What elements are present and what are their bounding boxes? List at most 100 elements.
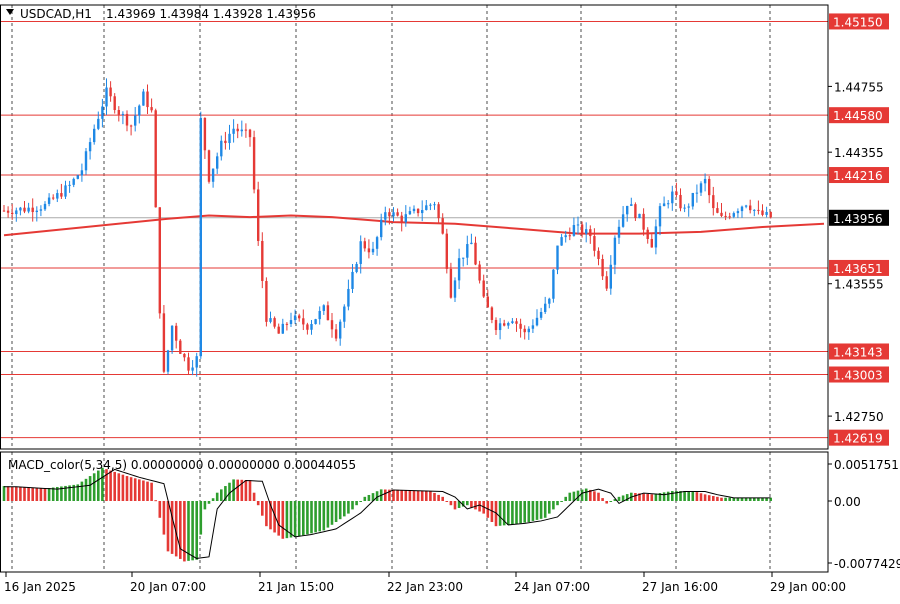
candle-body	[453, 280, 457, 298]
candle-body	[265, 280, 268, 322]
macd-bar	[166, 501, 170, 552]
macd-bar	[535, 501, 539, 520]
candle-body	[388, 212, 391, 217]
macd-bar	[187, 501, 190, 561]
candle-body	[576, 224, 580, 226]
macd-bar	[158, 501, 162, 518]
candle-body	[129, 125, 133, 127]
macd-bar	[679, 491, 682, 501]
macd-bar	[371, 493, 375, 501]
macd-bar	[228, 482, 231, 501]
candle-body	[712, 195, 715, 209]
level-tag-label: 1.43143	[833, 345, 883, 359]
candle-body	[740, 206, 744, 212]
macd-bar	[740, 497, 744, 501]
candle-body	[732, 213, 735, 217]
candle-body	[68, 184, 71, 186]
macd-bar	[363, 496, 367, 501]
candle-body	[392, 212, 395, 217]
chart-header: USDCAD,H1 1.43969 1.43984 1.43928 1.4395…	[6, 7, 356, 472]
macd-bar	[101, 467, 104, 501]
candle-body	[708, 178, 711, 196]
macd-bar	[761, 497, 764, 501]
candle-body	[183, 353, 186, 358]
macd-bar	[88, 476, 92, 501]
macd-bar	[92, 473, 96, 501]
candle-body	[228, 133, 231, 144]
macd-bar	[580, 489, 584, 501]
candle-body	[478, 264, 481, 281]
candle-body	[207, 150, 211, 182]
candle-body	[257, 189, 260, 241]
macd-bar	[552, 501, 555, 510]
candle-body	[56, 193, 59, 199]
macd-bar	[97, 470, 100, 501]
macd-bar	[273, 501, 276, 533]
macd-bar	[109, 470, 112, 501]
candle-body	[162, 313, 166, 372]
macd-bar	[593, 491, 596, 501]
candle-body	[166, 350, 170, 372]
candle-body	[11, 212, 14, 215]
candle-body	[494, 319, 498, 331]
candle-body	[761, 210, 764, 215]
candle-body	[6, 210, 10, 213]
time-tick-label: 22 Jan 23:00	[387, 580, 463, 594]
macd-bar	[736, 497, 740, 501]
macd-bar	[179, 501, 182, 559]
candle-body	[35, 210, 38, 213]
macd-signal-line	[4, 468, 771, 559]
macd-histogram	[2, 467, 772, 562]
macd-bar	[724, 497, 727, 501]
macd-bar	[548, 501, 551, 514]
macd-bar	[543, 501, 547, 518]
macd-bar	[511, 501, 514, 525]
macd-bar	[568, 492, 572, 501]
macd-bar	[617, 496, 621, 501]
candle-body	[744, 205, 748, 207]
macd-bar	[769, 497, 772, 501]
candle-body	[425, 205, 428, 211]
macd-bar	[576, 490, 580, 501]
macd-bar	[699, 493, 703, 501]
macd-bar	[174, 501, 178, 557]
macd-bar	[683, 491, 686, 501]
candle-body	[293, 315, 297, 321]
macd-bar	[80, 481, 84, 501]
candle-body	[216, 156, 219, 169]
candle-body	[552, 269, 555, 299]
candle-body	[630, 204, 633, 206]
candle-body	[605, 276, 608, 289]
macd-bar	[355, 501, 358, 506]
candle-body	[572, 225, 576, 236]
dropdown-triangle-icon[interactable]	[6, 9, 14, 15]
level-tag	[829, 13, 889, 30]
macd-bar	[597, 492, 600, 501]
macd-bar	[256, 501, 260, 506]
candle-body	[125, 113, 129, 126]
candle-body	[146, 91, 149, 108]
candle-body	[720, 212, 723, 216]
candle-body	[462, 257, 465, 259]
macd-bar	[572, 491, 576, 501]
candle-body	[400, 215, 403, 223]
candle-body	[535, 317, 539, 326]
macd-bar	[289, 501, 293, 538]
candle-body	[134, 115, 137, 126]
macd-bar	[60, 486, 63, 501]
candle-body	[318, 310, 321, 320]
candle-body	[302, 318, 305, 325]
main-panel-frame	[0, 4, 829, 450]
macd-bar	[314, 501, 317, 533]
macd-bar	[326, 501, 330, 528]
panel-frames	[0, 4, 829, 573]
macd-bar	[716, 496, 719, 501]
macd-bar	[441, 496, 444, 501]
price-tick-label: 1.44755	[834, 80, 884, 94]
price-tick-label: 1.44355	[834, 146, 884, 160]
macd-bar	[519, 501, 522, 524]
macd-bar	[302, 501, 305, 536]
candle-body	[642, 213, 645, 230]
candle-body	[728, 216, 731, 218]
